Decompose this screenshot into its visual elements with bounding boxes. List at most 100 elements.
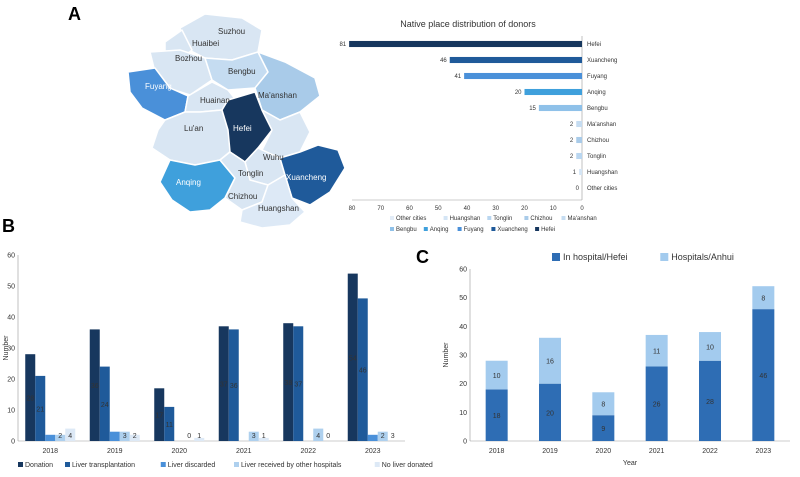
map-label-bengbu: Bengbu [228,67,256,76]
chart-b-legend-label: No liver donated [382,462,433,469]
chart-b-data-label: 4 [316,433,320,440]
chart-a-data-label: 46 [440,58,447,64]
chart-a-x-tick: 0 [580,206,584,212]
panel-c-letter: C [416,247,429,267]
chart-a-data-label: 81 [339,42,346,48]
chart-a-category-label: Hefei [587,42,601,48]
chart-a-bar [579,169,582,175]
chart-c-data-label: 8 [761,296,765,303]
chart-a-data-label: 20 [515,90,522,96]
chart-a-legend-swatch [491,227,495,231]
chart-a-bar [349,41,582,47]
chart-a-category-label: Xuancheng [587,58,617,64]
map-label-huaibei: Huaibei [192,39,219,48]
chart-c-data-label: 11 [653,349,660,356]
chart-a-bar [464,73,582,79]
chart-a-legend-swatch [487,216,491,220]
map-label-wuhu: Wuhu [263,153,284,162]
chart-c-y-label: Number [443,342,450,368]
chart-b-data-label: 11 [166,422,173,429]
chart-a-legend-swatch [535,227,539,231]
chart-b-data-label: 21 [36,406,44,413]
chart-b-data-label: 36 [91,383,99,390]
chart-a-data-label: 0 [576,186,580,192]
chart-a-legend-swatch [562,216,566,220]
chart-c-data-label: 10 [493,373,501,380]
chart-b-legend-swatch [65,462,70,467]
chart-a-legend-swatch [444,216,448,220]
map-label-fuyang: Fuyang [145,82,172,91]
chart-b-data-label: 3 [391,433,395,440]
chart-c-data-label: 10 [706,344,714,351]
chart-b-x-tick: 2020 [171,448,187,455]
chart-a-category-label: Bengbu [587,106,608,112]
chart-c-x-tick: 2023 [756,448,772,455]
map-label-huangshan: Huangshan [258,204,299,213]
chart-a-legend-label: Xuancheng [497,227,527,233]
chart-a-bar [525,89,583,95]
chart-c-x-tick: 2021 [649,448,665,455]
map-region-manshan [255,52,320,120]
chart-b-data-label: 37 [294,382,302,389]
chart-a-legend-label: Tonglin [493,216,512,222]
chart-c-data-label: 16 [546,359,554,366]
chart-a-legend-swatch [390,227,394,231]
chart-a-data-label: 2 [570,122,574,128]
chart-c-legend-swatch [660,253,668,261]
chart-c-y-tick: 0 [463,439,467,446]
chart-b-data-label: 24 [101,402,109,409]
panel-a-letter: A [68,4,81,24]
chart-b-x-tick: 2019 [107,448,123,455]
chart-a-legend-swatch [458,227,462,231]
map-label-anqing: Anqing [176,178,201,187]
chart-a-legend-swatch [390,216,394,220]
chart-a-legend-label: Bengbu [396,227,417,233]
chart-a-data-label: 15 [529,106,536,112]
chart-b-data-label: 1 [197,433,201,440]
chart-c-data-label: 18 [493,413,501,420]
chart-c-data-label: 20 [546,410,554,417]
chart-b-data-label: 54 [349,355,357,362]
map-label-suzhou: Suzhou [218,27,245,36]
chart-b-legend-swatch [375,462,380,467]
chart-b-legend-label: Donation [25,462,53,469]
chart-a-bar [539,105,582,111]
chart-b-data-label: 2 [133,433,137,440]
chart-b-y-tick: 20 [7,377,15,384]
chart-b-legend-swatch [234,462,239,467]
chart-c-legend-swatch [552,253,560,261]
chart-b-data-label: 3 [252,433,256,440]
chart-b-bar [110,432,120,441]
chart-a-category-label: Anqing [587,90,606,96]
chart-b-bar [45,435,55,441]
chart-a-category-label: Fuyang [587,74,607,80]
chart-a-data-label: 2 [570,154,574,160]
chart-b-legend-label: Liver transplantation [72,462,135,469]
chart-a-x-tick: 50 [435,206,442,212]
chart-a-legend-label: Huangshan [450,216,481,222]
map-label-luan: Lu'an [184,124,203,133]
chart-a-bar [576,137,582,143]
chart-b-y-label: Number [3,335,10,361]
chart-c-x-label: Year [623,460,638,467]
chart-b-x-tick: 2021 [236,448,252,455]
chart-a-legend-label: Fuyang [464,227,484,233]
chart-a-x-tick: 10 [550,206,557,212]
map-label-tonglin: Tonglin [238,169,263,178]
map-label-huainan: Huainan [200,96,230,105]
map-label-bozhou: Bozhou [175,54,202,63]
chart-a-bar [576,153,582,159]
chart-c-data-label: 9 [601,426,605,433]
chart-c-data-label: 26 [653,402,661,409]
chart-b-y-tick: 40 [7,315,15,322]
chart-a-legend-label: Other cities [396,216,426,222]
chart-b-y-tick: 0 [11,439,15,446]
chart-b-legend-swatch [18,462,23,467]
chart-a-legend-swatch [524,216,528,220]
chart-a-category-label: Tonglin [587,154,606,160]
chart-b-data-label: 36 [230,383,238,390]
chart-a-category-label: Ma'anshan [587,122,616,128]
chart-c-x-tick: 2020 [596,448,612,455]
